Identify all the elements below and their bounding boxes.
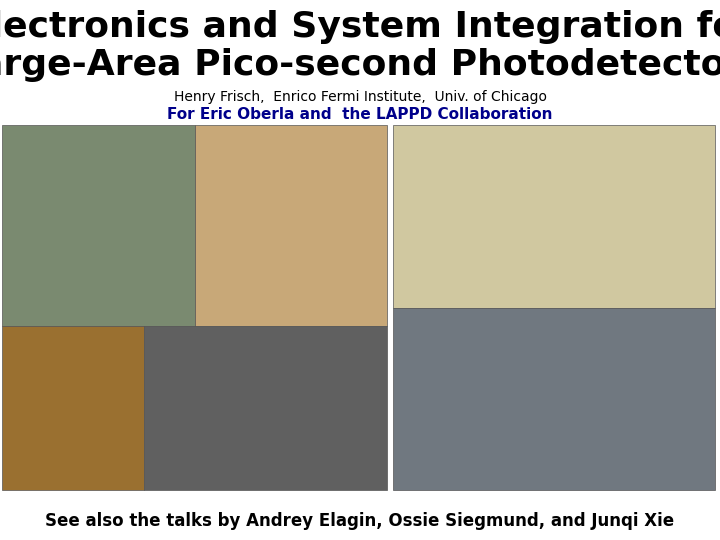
Bar (145, 326, 387, 490)
Text: For Eric Oberla and  the LAPPD Collaboration: For Eric Oberla and the LAPPD Collaborat… (167, 107, 553, 122)
Bar (2, 326, 145, 490)
Text: Henry Frisch,  Enrico Fermi Institute,  Univ. of Chicago: Henry Frisch, Enrico Fermi Institute, Un… (174, 90, 546, 104)
Bar (194, 125, 387, 326)
Bar (393, 125, 715, 307)
Bar (2, 125, 194, 326)
Bar (393, 307, 715, 490)
Text: See also the talks by Andrey Elagin, Ossie Siegmund, and Junqi Xie: See also the talks by Andrey Elagin, Oss… (45, 512, 675, 530)
Text: Electronics and System Integration for: Electronics and System Integration for (0, 10, 720, 44)
Text: Large-Area Pico-second Photodetectors: Large-Area Pico-second Photodetectors (0, 48, 720, 82)
